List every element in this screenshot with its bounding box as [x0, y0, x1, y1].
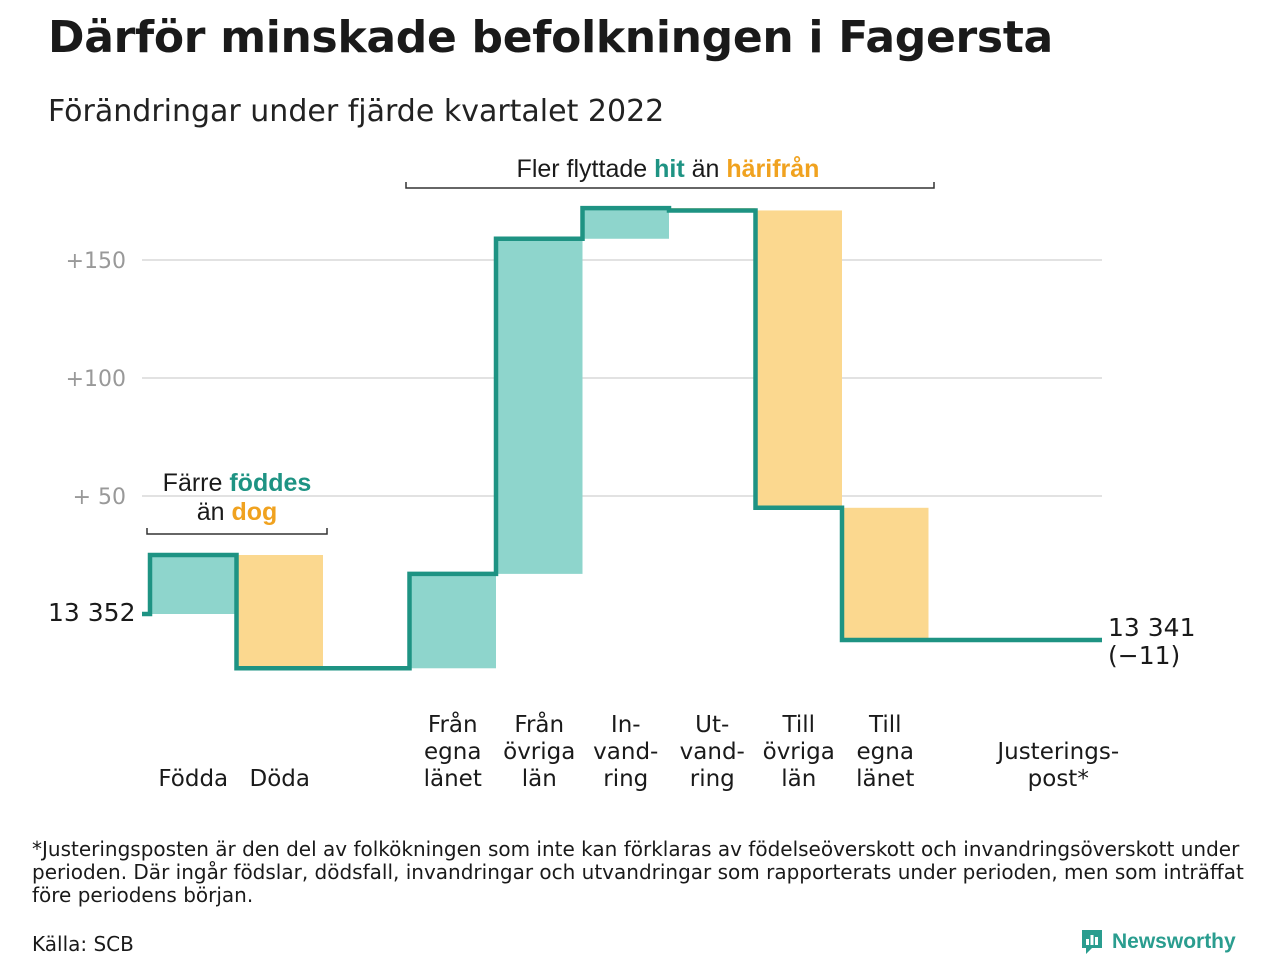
chart-title: Därför minskade befolkningen i Fagersta: [48, 12, 1053, 63]
annotation-migration-part: härifrån: [726, 155, 819, 183]
source-note: Källa: SCB: [32, 932, 134, 956]
annotation-births-deaths-part: dog: [231, 498, 277, 526]
waterfall-bar: [842, 507, 929, 640]
chart-subtitle: Förändringar under fjärde kvartalet 2022: [48, 94, 665, 129]
x-category-label: Till: [868, 712, 902, 738]
y-tick-label: +100: [66, 367, 126, 392]
start-value-label: 13 352: [48, 598, 135, 627]
annotation-births-deaths: Färre föddes: [163, 469, 312, 497]
x-category-label: Justerings-: [995, 739, 1119, 765]
x-category-label: post*: [1028, 766, 1089, 792]
waterfall-bar: [496, 238, 583, 574]
x-category-label: länet: [856, 766, 914, 792]
y-tick-label: + 50: [73, 485, 126, 510]
x-category-label: ring: [690, 766, 735, 792]
x-category-label: län: [522, 766, 557, 792]
annotation-migration: Fler flyttade hit än härifrån: [517, 155, 820, 183]
y-tick-label: +150: [66, 249, 126, 274]
brand-name: Newsworthy: [1112, 930, 1236, 953]
end-value-label: 13 341: [1108, 613, 1195, 642]
x-category-label: Från: [428, 710, 478, 738]
x-category-label: In-: [611, 712, 641, 738]
annotation-births-deaths-part: än: [197, 498, 232, 526]
annotation-bracket: [405, 182, 935, 189]
x-category-label: län: [781, 766, 816, 792]
x-category-label: egna: [424, 739, 481, 765]
annotation-bracket: [146, 528, 328, 535]
footnote: *Justeringsposten är den del av folkökni…: [32, 837, 1244, 907]
x-category-label: Från: [514, 710, 564, 738]
x-category-label: ring: [603, 766, 648, 792]
waterfall-bar: [236, 555, 323, 669]
running-total-line: [142, 205, 1102, 671]
annotation-migration-part: Fler flyttade: [517, 155, 655, 183]
x-category-label: Döda: [250, 766, 310, 792]
x-category-label: vand-: [593, 739, 658, 765]
waterfall-bar: [582, 208, 669, 239]
x-category-label: egna: [857, 739, 914, 765]
annotation-births-deaths-part: föddes: [229, 469, 311, 497]
waterfall-bar: [409, 573, 496, 669]
x-category-label: vand-: [680, 739, 745, 765]
waterfall-bar: [755, 210, 842, 508]
x-category-label: Till: [781, 712, 815, 738]
annotation-births-deaths-part: Färre: [163, 469, 230, 497]
annotation-births-deaths: än dog: [197, 498, 278, 526]
waterfall-bar: [150, 555, 237, 614]
annotation-migration-part: hit: [654, 155, 685, 183]
newsworthy-logo-icon: [1082, 930, 1102, 954]
newsworthy-logo: Newsworthy: [1080, 928, 1236, 956]
annotation-migration-part: än: [685, 155, 727, 183]
x-category-label: Födda: [158, 766, 228, 792]
x-category-label: Ut-: [695, 712, 729, 738]
x-category-label: övriga: [503, 739, 575, 765]
x-category-label: länet: [424, 766, 482, 792]
end-change-label: (−11): [1108, 641, 1180, 670]
x-category-label: övriga: [763, 739, 835, 765]
